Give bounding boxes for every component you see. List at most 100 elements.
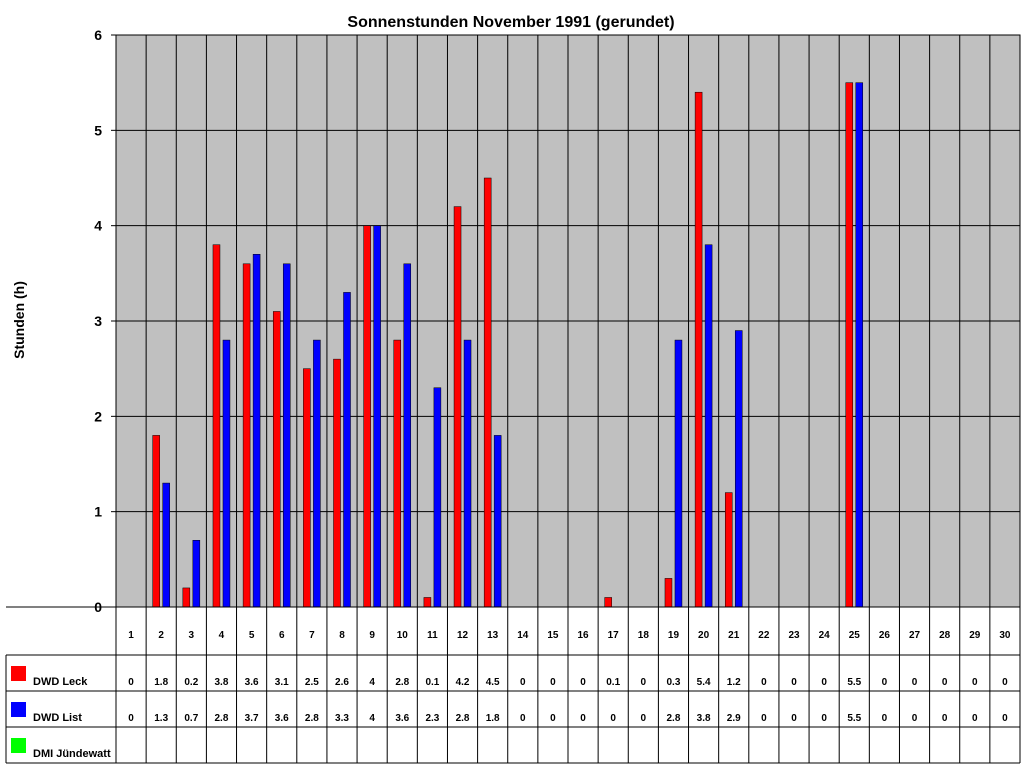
bar-dwd-list-4 [222,339,231,608]
table-value: 0 [1002,713,1008,724]
table-value: 0.2 [184,677,198,688]
table-value: 4 [369,677,375,688]
category-label: 1 [128,630,134,641]
table-value: 1.8 [486,713,500,724]
table-value: 3.8 [215,677,229,688]
table-value: 2.6 [335,677,349,688]
bar-dwd-leck-9 [363,225,371,608]
table-value: 1.3 [154,713,168,724]
table-value: 0 [580,677,586,688]
y-axis-label: Stunden (h) [11,281,27,359]
category-label: 4 [219,630,225,641]
bar-dwd-list-19 [674,339,683,608]
table-value: 3.8 [697,713,711,724]
bar-dwd-list-5 [252,254,261,608]
bar-dwd-list-20 [704,244,713,608]
y-tick-label: 1 [94,504,102,520]
bar-dwd-list-11 [433,387,442,608]
table-value: 2.9 [727,713,741,724]
bars [152,82,864,608]
legend-swatch [11,666,26,681]
category-label: 14 [517,630,529,641]
table-value: 0 [821,713,827,724]
legend-swatch [11,702,26,717]
category-label: 2 [158,630,164,641]
bar-dwd-list-25 [855,82,864,608]
y-tick-label: 2 [94,408,102,424]
table-value: 2.8 [456,713,470,724]
bar-dwd-list-21 [734,330,743,608]
table-value: 0.3 [667,677,681,688]
table-value: 3.6 [245,677,259,688]
category-label: 17 [608,630,620,641]
table-value: 0 [791,677,797,688]
bar-dwd-list-8 [343,292,351,608]
table-value: 2.8 [305,713,319,724]
table-value: 0 [972,677,978,688]
table-value: 0 [550,713,556,724]
table-value: 0 [882,713,888,724]
category-label: 6 [279,630,285,641]
table-value: 0 [791,713,797,724]
table-value: 2.8 [667,713,681,724]
category-label: 25 [849,630,861,641]
table-value: 0 [550,677,556,688]
table-value: 0 [912,677,918,688]
bar-dwd-list-2 [162,482,170,608]
table-value: 5.5 [847,677,861,688]
bar-dwd-leck-10 [393,339,402,608]
category-label: 19 [668,630,680,641]
table-value: 3.6 [395,713,409,724]
table-value: 0 [128,713,134,724]
bar-dwd-list-3 [192,540,201,608]
table-value: 2.8 [395,677,409,688]
bar-dwd-leck-3 [182,587,191,608]
table-value: 0 [1002,677,1008,688]
category-label: 11 [427,630,438,641]
table-value: 0.1 [606,677,620,688]
legend-label: DMI Jündewatt [33,748,111,760]
category-label: 21 [728,630,740,641]
table-value: 0 [882,677,888,688]
bar-dwd-leck-11 [423,597,432,608]
table-value: 2.3 [425,713,439,724]
table-value: 0 [580,713,586,724]
bar-dwd-leck-25 [845,82,854,608]
bar-dwd-leck-12 [453,206,462,608]
table-value: 0 [912,713,918,724]
table-value: 0.7 [184,713,198,724]
y-tick-label: 5 [94,122,102,138]
category-label: 10 [397,630,409,641]
bar-dwd-leck-17 [604,597,612,608]
table-value: 0.1 [425,677,439,688]
category-label: 20 [698,630,710,641]
table-value: 0 [641,713,647,724]
bar-dwd-list-7 [313,339,321,608]
table-value: 0 [128,677,134,688]
category-label: 30 [999,630,1011,641]
table-value: 0 [761,713,767,724]
table-value: 5.5 [847,713,861,724]
category-label: 18 [638,630,650,641]
table-value: 4.2 [456,677,470,688]
category-label: 3 [189,630,195,641]
table-value: 5.4 [697,677,711,688]
table-value: 0 [761,677,767,688]
table-value: 4.5 [486,677,500,688]
y-tick-label: 3 [94,313,102,329]
category-label: 5 [249,630,255,641]
category-label: 23 [788,630,800,641]
table-value: 1.2 [727,677,741,688]
table-value: 3.6 [275,713,289,724]
table-value: 0 [641,677,647,688]
category-label: 13 [487,630,499,641]
table-value: 1.8 [154,677,168,688]
category-label: 9 [369,630,375,641]
table-value: 0 [821,677,827,688]
category-label: 29 [969,630,981,641]
table-value: 3.1 [275,677,289,688]
bar-dwd-leck-6 [272,311,281,608]
category-label: 27 [909,630,921,641]
category-label: 28 [939,630,951,641]
